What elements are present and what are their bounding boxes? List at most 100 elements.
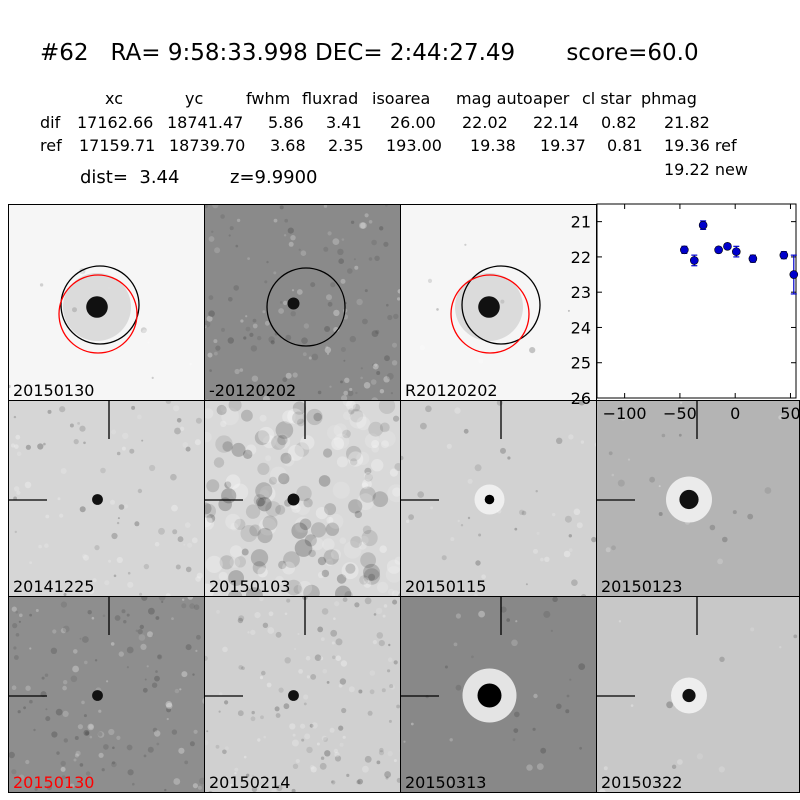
- noise-speckle: [362, 525, 372, 535]
- noise-speckle: [229, 226, 234, 231]
- noise-speckle: [282, 377, 288, 383]
- noise-speckle: [11, 685, 17, 690]
- noise-speckle: [391, 590, 400, 596]
- noise-speckle: [208, 236, 215, 242]
- noise-speckle: [98, 709, 102, 713]
- noise-speckle: [779, 646, 782, 649]
- ref-value: 193.00: [386, 136, 442, 155]
- noise-speckle: [383, 376, 390, 383]
- noise-speckle: [165, 701, 173, 708]
- noise-speckle: [371, 445, 379, 453]
- noise-speckle: [556, 703, 562, 710]
- noise-speckle: [273, 271, 277, 275]
- noise-speckle: [127, 571, 131, 575]
- x-tick-label: 0: [730, 404, 740, 423]
- noise-speckle: [278, 308, 284, 314]
- noise-speckle: [170, 473, 177, 481]
- noise-speckle: [63, 738, 68, 743]
- noise-speckle: [65, 786, 68, 789]
- noise-speckle: [460, 524, 464, 527]
- noise-speckle: [228, 570, 244, 586]
- noise-speckle: [69, 783, 75, 789]
- noise-speckle: [594, 442, 596, 447]
- noise-speckle: [379, 545, 387, 553]
- noise-speckle: [62, 685, 67, 691]
- noise-speckle: [205, 399, 209, 400]
- noise-speckle: [79, 425, 86, 432]
- noise-speckle: [110, 642, 115, 646]
- noise-speckle: [376, 632, 384, 639]
- noise-speckle: [222, 441, 233, 452]
- noise-speckle: [323, 549, 339, 565]
- noise-speckle: [11, 769, 17, 775]
- noise-speckle: [326, 681, 330, 684]
- noise-speckle: [44, 673, 49, 677]
- noise-speckle: [195, 649, 198, 652]
- noise-speckle: [391, 360, 398, 366]
- noise-speckle: [149, 464, 156, 472]
- noise-speckle: [379, 226, 384, 231]
- noise-speckle: [187, 542, 193, 548]
- noise-speckle: [385, 566, 400, 583]
- noise-speckle: [118, 504, 125, 510]
- noise-speckle: [500, 447, 506, 454]
- noise-speckle: [11, 606, 17, 612]
- cutout-panel: 20150322: [596, 596, 800, 793]
- noise-speckle: [138, 634, 146, 641]
- noise-speckle: [228, 297, 233, 302]
- noise-speckle: [208, 790, 213, 792]
- noise-speckle: [206, 514, 216, 523]
- noise-speckle: [174, 427, 181, 435]
- noise-speckle: [234, 518, 246, 530]
- noise-speckle: [372, 491, 389, 508]
- noise-speckle: [392, 599, 398, 605]
- noise-speckle: [338, 258, 344, 264]
- noise-speckle: [262, 515, 278, 531]
- noise-speckle: [450, 537, 455, 542]
- noise-speckle: [222, 749, 227, 755]
- noise-speckle: [206, 479, 220, 493]
- noise-speckle: [544, 556, 550, 562]
- panel-date-label: 20150130: [13, 381, 95, 400]
- noise-speckle: [296, 485, 312, 502]
- noise-speckle: [34, 787, 38, 791]
- noise-speckle: [239, 368, 244, 372]
- noise-speckle: [29, 613, 32, 617]
- noise-speckle: [51, 731, 58, 738]
- ref-value: 19.38: [470, 136, 516, 155]
- noise-speckle: [131, 405, 136, 410]
- noise-speckle: [292, 763, 299, 769]
- noise-speckle: [87, 610, 92, 615]
- noise-speckle: [181, 671, 188, 678]
- noise-speckle: [337, 248, 344, 256]
- noise-speckle: [321, 608, 329, 615]
- noise-speckle: [363, 563, 380, 581]
- noise-speckle: [205, 502, 212, 515]
- noise-speckle: [15, 633, 20, 637]
- noise-speckle: [214, 351, 218, 356]
- dif-value: 22.14: [533, 113, 579, 132]
- noise-speckle: [77, 724, 83, 730]
- noise-speckle: [318, 475, 331, 487]
- noise-speckle: [392, 487, 400, 497]
- noise-speckle: [370, 379, 377, 385]
- noise-speckle: [363, 382, 371, 389]
- noise-speckle: [360, 222, 367, 229]
- noise-speckle: [475, 560, 481, 566]
- noise-speckle: [241, 409, 253, 422]
- noise-speckle: [359, 575, 369, 585]
- row-label-ref: ref: [40, 136, 62, 155]
- noise-speckle: [335, 638, 343, 646]
- noise-speckle: [393, 415, 400, 422]
- cutout-image: [401, 401, 596, 596]
- noise-speckle: [15, 610, 19, 614]
- noise-speckle: [271, 788, 277, 792]
- noise-speckle: [205, 655, 208, 661]
- noise-speckle: [260, 715, 264, 720]
- noise-speckle: [319, 656, 324, 661]
- noise-speckle: [454, 407, 461, 414]
- noise-speckle: [94, 659, 98, 662]
- noise-speckle: [216, 609, 220, 614]
- noise-speckle: [88, 587, 95, 594]
- noise-speckle: [154, 541, 160, 547]
